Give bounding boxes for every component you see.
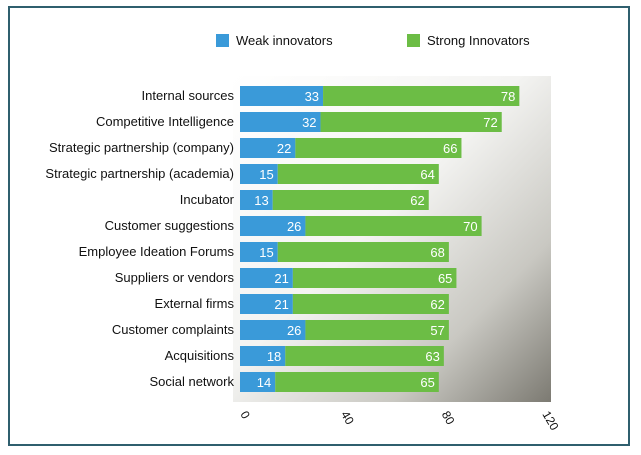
x-axis-ticks-group: 0 40 80 120 bbox=[237, 409, 561, 434]
bar-strong-innovators-customer-suggestions bbox=[305, 216, 482, 236]
category-label-social-network: Social network bbox=[149, 374, 234, 389]
chart-frame: Weak innovators Strong Innovators 33 78 32 7… bbox=[8, 6, 630, 446]
data-label-strong-innovators-strategic-partnership-academia: 64 bbox=[420, 167, 434, 182]
category-label-acquisitions: Acquisitions bbox=[165, 348, 235, 363]
data-label-strong-innovators-incubator: 62 bbox=[410, 193, 424, 208]
data-label-weak-innovators-external-firms: 21 bbox=[274, 297, 288, 312]
bar-weak-innovators-competitive-intelligence bbox=[240, 112, 321, 132]
data-label-strong-innovators-internal-sources: 78 bbox=[501, 89, 515, 104]
bar-weak-innovators-customer-complaints bbox=[240, 320, 306, 340]
bar-strong-innovators-internal-sources bbox=[323, 86, 520, 106]
data-label-weak-innovators-customer-suggestions: 26 bbox=[287, 219, 301, 234]
bar-weak-innovators-strategic-partnership-academia bbox=[240, 164, 278, 184]
bar-strong-innovators-suppliers-or-vendors bbox=[292, 268, 457, 288]
data-label-strong-innovators-competitive-intelligence: 72 bbox=[483, 115, 497, 130]
bar-strong-innovators-incubator bbox=[272, 190, 429, 210]
bar-weak-innovators-suppliers-or-vendors bbox=[240, 268, 293, 288]
category-labels-group: Internal sources Competitive Intelligence… bbox=[45, 88, 234, 389]
category-label-strategic-partnership-academia: Strategic partnership (academia) bbox=[45, 166, 234, 181]
data-label-strong-innovators-acquisitions: 63 bbox=[425, 349, 439, 364]
data-label-weak-innovators-internal-sources: 33 bbox=[305, 89, 319, 104]
bar-weak-innovators-internal-sources bbox=[240, 86, 324, 106]
category-label-suppliers-or-vendors: Suppliers or vendors bbox=[115, 270, 235, 285]
data-label-weak-innovators-customer-complaints: 26 bbox=[287, 323, 301, 338]
bars-group: 33 78 32 72 22 66 15 64 13 62 26 70 15 68 21 65 21 62 26 57… bbox=[240, 86, 520, 392]
bar-weak-innovators-customer-suggestions bbox=[240, 216, 306, 236]
x-tick-label-40: 40 bbox=[338, 409, 357, 428]
category-label-external-firms: External firms bbox=[155, 296, 235, 311]
data-label-weak-innovators-employee-ideation-forums: 15 bbox=[259, 245, 273, 260]
x-tick-label-0: 0 bbox=[237, 409, 253, 422]
data-label-strong-innovators-social-network: 65 bbox=[420, 375, 434, 390]
data-label-weak-innovators-suppliers-or-vendors: 21 bbox=[274, 271, 288, 286]
bar-strong-innovators-employee-ideation-forums bbox=[277, 242, 449, 262]
data-label-weak-innovators-acquisitions: 18 bbox=[267, 349, 281, 364]
data-label-strong-innovators-employee-ideation-forums: 68 bbox=[430, 245, 444, 260]
category-label-competitive-intelligence: Competitive Intelligence bbox=[96, 114, 234, 129]
data-label-strong-innovators-customer-suggestions: 70 bbox=[463, 219, 477, 234]
bar-strong-innovators-customer-complaints bbox=[305, 320, 449, 340]
legend-label-strong-innovators: Strong Innovators bbox=[427, 33, 530, 48]
category-label-customer-suggestions: Customer suggestions bbox=[105, 218, 235, 233]
category-label-customer-complaints: Customer complaints bbox=[112, 322, 235, 337]
legend-label-weak-innovators: Weak innovators bbox=[236, 33, 333, 48]
legend-swatch-weak-innovators bbox=[216, 34, 229, 47]
bar-strong-innovators-acquisitions bbox=[285, 346, 444, 366]
category-label-incubator: Incubator bbox=[180, 192, 235, 207]
data-label-strong-innovators-strategic-partnership-company: 66 bbox=[443, 141, 457, 156]
bar-strong-innovators-strategic-partnership-company bbox=[295, 138, 462, 158]
data-label-weak-innovators-social-network: 14 bbox=[257, 375, 271, 390]
category-label-strategic-partnership-company: Strategic partnership (company) bbox=[49, 140, 234, 155]
data-label-strong-innovators-customer-complaints: 57 bbox=[430, 323, 444, 338]
bar-weak-innovators-acquisitions bbox=[240, 346, 286, 366]
bar-weak-innovators-employee-ideation-forums bbox=[240, 242, 278, 262]
category-label-internal-sources: Internal sources bbox=[142, 88, 235, 103]
x-tick-label-80: 80 bbox=[439, 409, 458, 428]
category-label-employee-ideation-forums: Employee Ideation Forums bbox=[79, 244, 235, 259]
data-label-weak-innovators-incubator: 13 bbox=[254, 193, 268, 208]
data-label-strong-innovators-suppliers-or-vendors: 65 bbox=[438, 271, 452, 286]
legend-swatch-strong-innovators bbox=[407, 34, 420, 47]
stacked-bar-chart: Weak innovators Strong Innovators 33 78 32 7… bbox=[45, 33, 561, 434]
data-label-weak-innovators-strategic-partnership-academia: 15 bbox=[259, 167, 273, 182]
data-label-weak-innovators-strategic-partnership-company: 22 bbox=[277, 141, 291, 156]
x-tick-label-120: 120 bbox=[539, 409, 561, 434]
bar-strong-innovators-social-network bbox=[275, 372, 439, 392]
bar-weak-innovators-social-network bbox=[240, 372, 276, 392]
bar-weak-innovators-external-firms bbox=[240, 294, 293, 314]
bar-weak-innovators-incubator bbox=[240, 190, 273, 210]
data-label-weak-innovators-competitive-intelligence: 32 bbox=[302, 115, 316, 130]
data-label-strong-innovators-external-firms: 62 bbox=[430, 297, 444, 312]
bar-strong-innovators-competitive-intelligence bbox=[320, 112, 502, 132]
bar-strong-innovators-external-firms bbox=[292, 294, 449, 314]
legend: Weak innovators Strong Innovators bbox=[216, 33, 530, 48]
bar-strong-innovators-strategic-partnership-academia bbox=[277, 164, 439, 184]
bar-weak-innovators-strategic-partnership-company bbox=[240, 138, 296, 158]
